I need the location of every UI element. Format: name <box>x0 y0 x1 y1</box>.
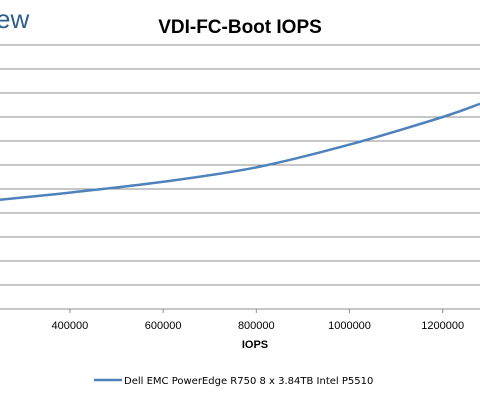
series-line-0 <box>0 102 480 202</box>
x-tick-label-800000: 800000 <box>238 320 275 332</box>
series-lines <box>0 102 480 202</box>
watermark-logo-text: ew <box>0 4 30 34</box>
x-tick-label-400000: 400000 <box>52 320 89 332</box>
gridlines <box>0 44 480 286</box>
legend: Dell EMC PowerEdge R750 8 x 3.84TB Intel… <box>94 376 373 387</box>
x-tick-labels: 400000 600000 800000 1000000 1200000 <box>52 309 464 332</box>
x-tick-label-1200000: 1200000 <box>421 320 464 332</box>
chart-title: VDI-FC-Boot IOPS <box>158 17 322 38</box>
x-tick-label-600000: 600000 <box>145 320 182 332</box>
x-axis-label: IOPS <box>242 339 268 351</box>
legend-label: Dell EMC PowerEdge R750 8 x 3.84TB Intel… <box>124 376 373 387</box>
x-tick-label-1000000: 1000000 <box>328 320 371 332</box>
